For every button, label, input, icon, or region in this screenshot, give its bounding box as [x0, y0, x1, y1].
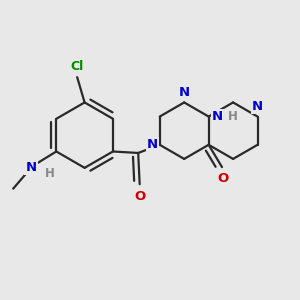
- Text: H: H: [228, 110, 238, 122]
- Text: O: O: [218, 172, 229, 185]
- Text: N: N: [212, 110, 223, 123]
- Text: Cl: Cl: [70, 60, 84, 73]
- Text: N: N: [252, 100, 263, 113]
- Text: N: N: [26, 161, 37, 174]
- Text: N: N: [147, 138, 158, 151]
- Text: N: N: [178, 85, 190, 98]
- Text: O: O: [134, 190, 145, 202]
- Text: H: H: [44, 167, 54, 180]
